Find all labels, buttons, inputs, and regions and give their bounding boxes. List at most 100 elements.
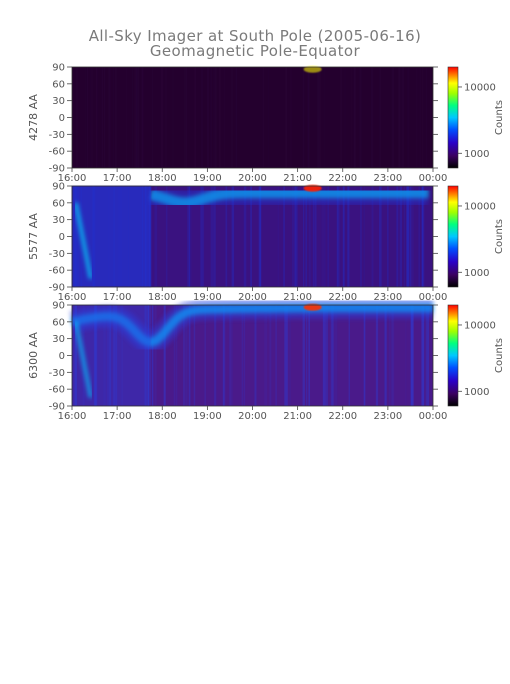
texture-stripe bbox=[241, 305, 244, 406]
texture-stripe bbox=[359, 67, 362, 168]
texture-stripe bbox=[215, 67, 217, 168]
texture-stripe bbox=[396, 186, 399, 287]
colorbar-tick-label: 1000 bbox=[464, 149, 489, 160]
hot-spot bbox=[303, 65, 322, 73]
texture-stripe bbox=[86, 67, 89, 168]
texture-stripe bbox=[90, 67, 94, 168]
texture-stripe bbox=[190, 186, 191, 287]
texture-stripe bbox=[308, 67, 311, 168]
colorbar-tick-label: 10000 bbox=[464, 320, 496, 331]
texture-stripe bbox=[188, 305, 191, 406]
texture-stripe bbox=[153, 67, 155, 168]
texture-stripe bbox=[418, 186, 420, 287]
texture-stripe bbox=[291, 186, 295, 287]
texture-stripe bbox=[305, 186, 307, 287]
x-tick-label: 17:00 bbox=[103, 292, 132, 303]
texture-stripe bbox=[109, 67, 111, 168]
texture-stripe bbox=[224, 305, 226, 406]
x-tick-label: 17:00 bbox=[103, 173, 132, 184]
texture-stripe bbox=[421, 186, 424, 287]
texture-stripe bbox=[223, 67, 226, 168]
texture-stripe bbox=[371, 67, 374, 168]
texture-stripe bbox=[411, 305, 414, 406]
x-tick-label: 22:00 bbox=[328, 173, 357, 184]
texture-stripe bbox=[302, 67, 305, 168]
y-tick-label: 60 bbox=[52, 198, 65, 209]
y-tick-label: 30 bbox=[52, 96, 65, 107]
texture-stripe bbox=[407, 67, 410, 168]
texture-stripe bbox=[402, 67, 404, 168]
texture-stripe bbox=[154, 186, 158, 287]
texture-stripe bbox=[277, 186, 279, 287]
texture-stripe bbox=[428, 305, 429, 406]
texture-stripe bbox=[384, 305, 387, 406]
texture-stripe bbox=[222, 305, 225, 406]
texture-stripe bbox=[135, 67, 138, 168]
y-tick-label: 0 bbox=[59, 113, 65, 124]
texture-stripe bbox=[296, 186, 298, 287]
texture-stripe bbox=[404, 186, 406, 287]
texture-stripe bbox=[200, 67, 204, 168]
chart-title-line1: All-Sky Imager at South Pole (2005-06-16… bbox=[89, 27, 422, 45]
texture-stripe bbox=[163, 305, 166, 406]
texture-stripe bbox=[330, 305, 333, 406]
texture-stripe bbox=[410, 186, 412, 287]
texture-stripe bbox=[141, 67, 144, 168]
texture-stripe bbox=[353, 67, 356, 168]
texture-stripe bbox=[151, 67, 154, 168]
texture-stripe bbox=[363, 305, 366, 406]
texture-stripe bbox=[164, 67, 168, 168]
texture-stripe bbox=[190, 186, 192, 287]
hot-spot bbox=[303, 184, 322, 192]
texture-stripe bbox=[421, 305, 425, 406]
texture-stripe bbox=[194, 67, 197, 168]
x-tick-label: 16:00 bbox=[58, 411, 87, 422]
texture-stripe bbox=[388, 305, 391, 406]
texture-stripe bbox=[325, 305, 328, 406]
texture-stripe bbox=[175, 305, 178, 406]
texture-stripe bbox=[154, 305, 157, 406]
y-tick-label: 60 bbox=[52, 79, 65, 90]
texture-stripe bbox=[302, 186, 305, 287]
texture-stripe bbox=[407, 186, 410, 287]
texture-stripe bbox=[125, 67, 128, 168]
x-tick-label: 18:00 bbox=[148, 411, 177, 422]
evening-arc bbox=[73, 202, 93, 279]
texture-stripe bbox=[131, 67, 133, 168]
texture-stripe bbox=[371, 186, 374, 287]
texture-stripe bbox=[160, 67, 164, 168]
texture-stripe bbox=[206, 67, 210, 168]
texture-stripe bbox=[187, 186, 190, 287]
texture-stripe bbox=[289, 305, 291, 406]
colorbar-tick-label: 10000 bbox=[464, 82, 496, 93]
texture-stripe bbox=[137, 67, 140, 168]
texture-stripe bbox=[264, 305, 268, 406]
texture-stripe bbox=[336, 305, 338, 406]
y-tick-label: -30 bbox=[49, 368, 65, 379]
y-tick-label: -90 bbox=[49, 283, 65, 294]
y-axis-label: 5577 AA bbox=[27, 213, 40, 260]
texture-stripe bbox=[421, 186, 424, 287]
texture-stripe bbox=[379, 67, 382, 168]
texture-stripe bbox=[213, 67, 216, 168]
texture-stripe bbox=[172, 67, 174, 168]
texture-stripe bbox=[349, 305, 350, 406]
y-tick-label: -90 bbox=[49, 164, 65, 175]
texture-stripe bbox=[314, 186, 317, 287]
texture-stripe bbox=[225, 186, 228, 287]
texture-stripe bbox=[411, 186, 414, 287]
texture-stripe bbox=[410, 305, 413, 406]
y-axis-label: 4278 AA bbox=[27, 94, 40, 141]
evening-emission bbox=[72, 305, 151, 406]
x-tick-label: 00:00 bbox=[419, 411, 448, 422]
texture-stripe bbox=[214, 305, 216, 406]
texture-stripe bbox=[308, 186, 311, 287]
y-tick-label: 90 bbox=[52, 182, 65, 193]
texture-stripe bbox=[334, 305, 336, 406]
texture-stripe bbox=[268, 67, 270, 168]
texture-stripe bbox=[294, 186, 297, 287]
x-tick-label: 19:00 bbox=[193, 292, 222, 303]
texture-stripe bbox=[108, 67, 111, 168]
